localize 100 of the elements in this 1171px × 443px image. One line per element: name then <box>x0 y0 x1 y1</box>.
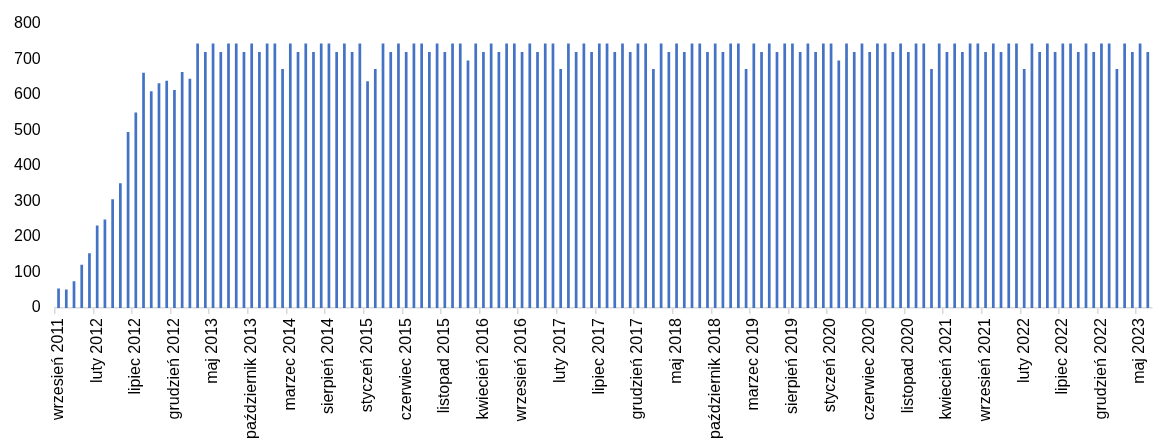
bar <box>119 183 122 309</box>
x-tick-label: październik 2018 <box>705 317 723 439</box>
bar <box>682 52 686 309</box>
x-tick-label: grudzień 2017 <box>628 317 646 420</box>
bar <box>443 52 447 309</box>
bar <box>737 43 740 309</box>
bar <box>798 52 802 309</box>
bar <box>88 253 91 309</box>
bar <box>1146 52 1150 309</box>
x-tick-label: wrzesień 2021 <box>975 317 993 423</box>
bar <box>489 43 493 309</box>
bar <box>319 43 323 309</box>
bar <box>590 52 593 309</box>
y-tick-label: 800 <box>13 14 41 32</box>
bar <box>404 52 408 309</box>
bar <box>149 91 153 309</box>
bar <box>428 52 431 309</box>
bar <box>1123 43 1126 309</box>
x-tick-label: luty 2012 <box>87 317 105 383</box>
x-tick-label: luty 2022 <box>1014 317 1032 383</box>
bar <box>335 52 339 309</box>
bar <box>937 43 941 309</box>
bar <box>899 43 902 309</box>
bar <box>922 43 926 309</box>
x-tick-label: sierpień 2019 <box>782 317 800 415</box>
x-tick-label: lipiec 2022 <box>1053 317 1071 395</box>
bar <box>1076 52 1080 309</box>
bar <box>458 43 462 309</box>
bar <box>868 52 872 309</box>
bar <box>991 43 995 309</box>
bar <box>543 43 547 309</box>
bar <box>57 288 60 309</box>
bar <box>1038 52 1041 309</box>
bar <box>474 43 478 309</box>
bar <box>281 69 284 309</box>
x-tick-label: marzec 2014 <box>280 317 298 411</box>
bar <box>373 69 377 309</box>
x-tick-label: listopad 2015 <box>435 317 453 414</box>
bar <box>953 43 957 309</box>
bar <box>698 43 702 309</box>
bar <box>1046 43 1049 309</box>
bar <box>512 43 516 309</box>
bar <box>767 43 771 309</box>
x-tick-label: styczeń 2015 <box>357 317 375 413</box>
bar <box>961 52 964 309</box>
y-tick-label: 600 <box>13 85 41 103</box>
bar <box>1007 43 1011 309</box>
bar <box>597 43 601 309</box>
bar <box>250 43 254 309</box>
bar <box>837 60 841 309</box>
bar <box>366 81 369 309</box>
x-tick-label: marzec 2019 <box>744 317 762 411</box>
bar <box>814 52 817 309</box>
x-tick-label: czerwiec 2020 <box>860 317 878 421</box>
bar <box>1015 43 1018 309</box>
bar <box>288 43 292 309</box>
bar <box>675 43 678 309</box>
bar <box>821 43 825 309</box>
bar <box>930 69 933 309</box>
x-tick-label: wrzesień 2016 <box>512 317 530 423</box>
bar <box>760 52 763 309</box>
y-tick-label: 200 <box>13 227 41 245</box>
bar <box>389 52 393 309</box>
bar <box>644 43 648 309</box>
bar <box>304 43 308 309</box>
bar <box>142 72 145 309</box>
bar <box>752 43 756 309</box>
bar <box>567 43 570 309</box>
bar <box>783 43 787 309</box>
x-tick-label: kwiecień 2016 <box>473 317 491 420</box>
bar <box>451 43 454 309</box>
bar <box>621 43 624 309</box>
bar <box>791 43 794 309</box>
bar <box>536 52 539 309</box>
bar <box>64 289 68 309</box>
x-tick-label: kwiecień 2021 <box>937 317 955 420</box>
y-tick-label: 300 <box>13 191 41 209</box>
x-tick-label: grudzień 2022 <box>1091 317 1109 420</box>
bar <box>134 112 138 309</box>
bar <box>165 80 169 309</box>
bar <box>984 52 987 309</box>
bar <box>1069 43 1072 309</box>
bar <box>976 43 980 309</box>
bar <box>95 225 99 309</box>
bar <box>729 43 732 309</box>
x-tick-label: czerwiec 2015 <box>396 317 414 421</box>
bar <box>613 52 617 309</box>
x-tick-label: luty 2017 <box>551 317 569 383</box>
bar <box>706 52 709 309</box>
bar <box>258 52 261 309</box>
bar <box>906 52 910 309</box>
bar <box>1092 52 1096 309</box>
bar <box>219 52 223 309</box>
bar <box>505 43 508 309</box>
bar <box>343 43 346 309</box>
bar <box>845 43 848 309</box>
x-tick-label: maj 2013 <box>203 317 221 384</box>
bar <box>876 43 879 309</box>
bar <box>180 71 184 309</box>
x-tick-label: lipiec 2012 <box>126 317 144 395</box>
